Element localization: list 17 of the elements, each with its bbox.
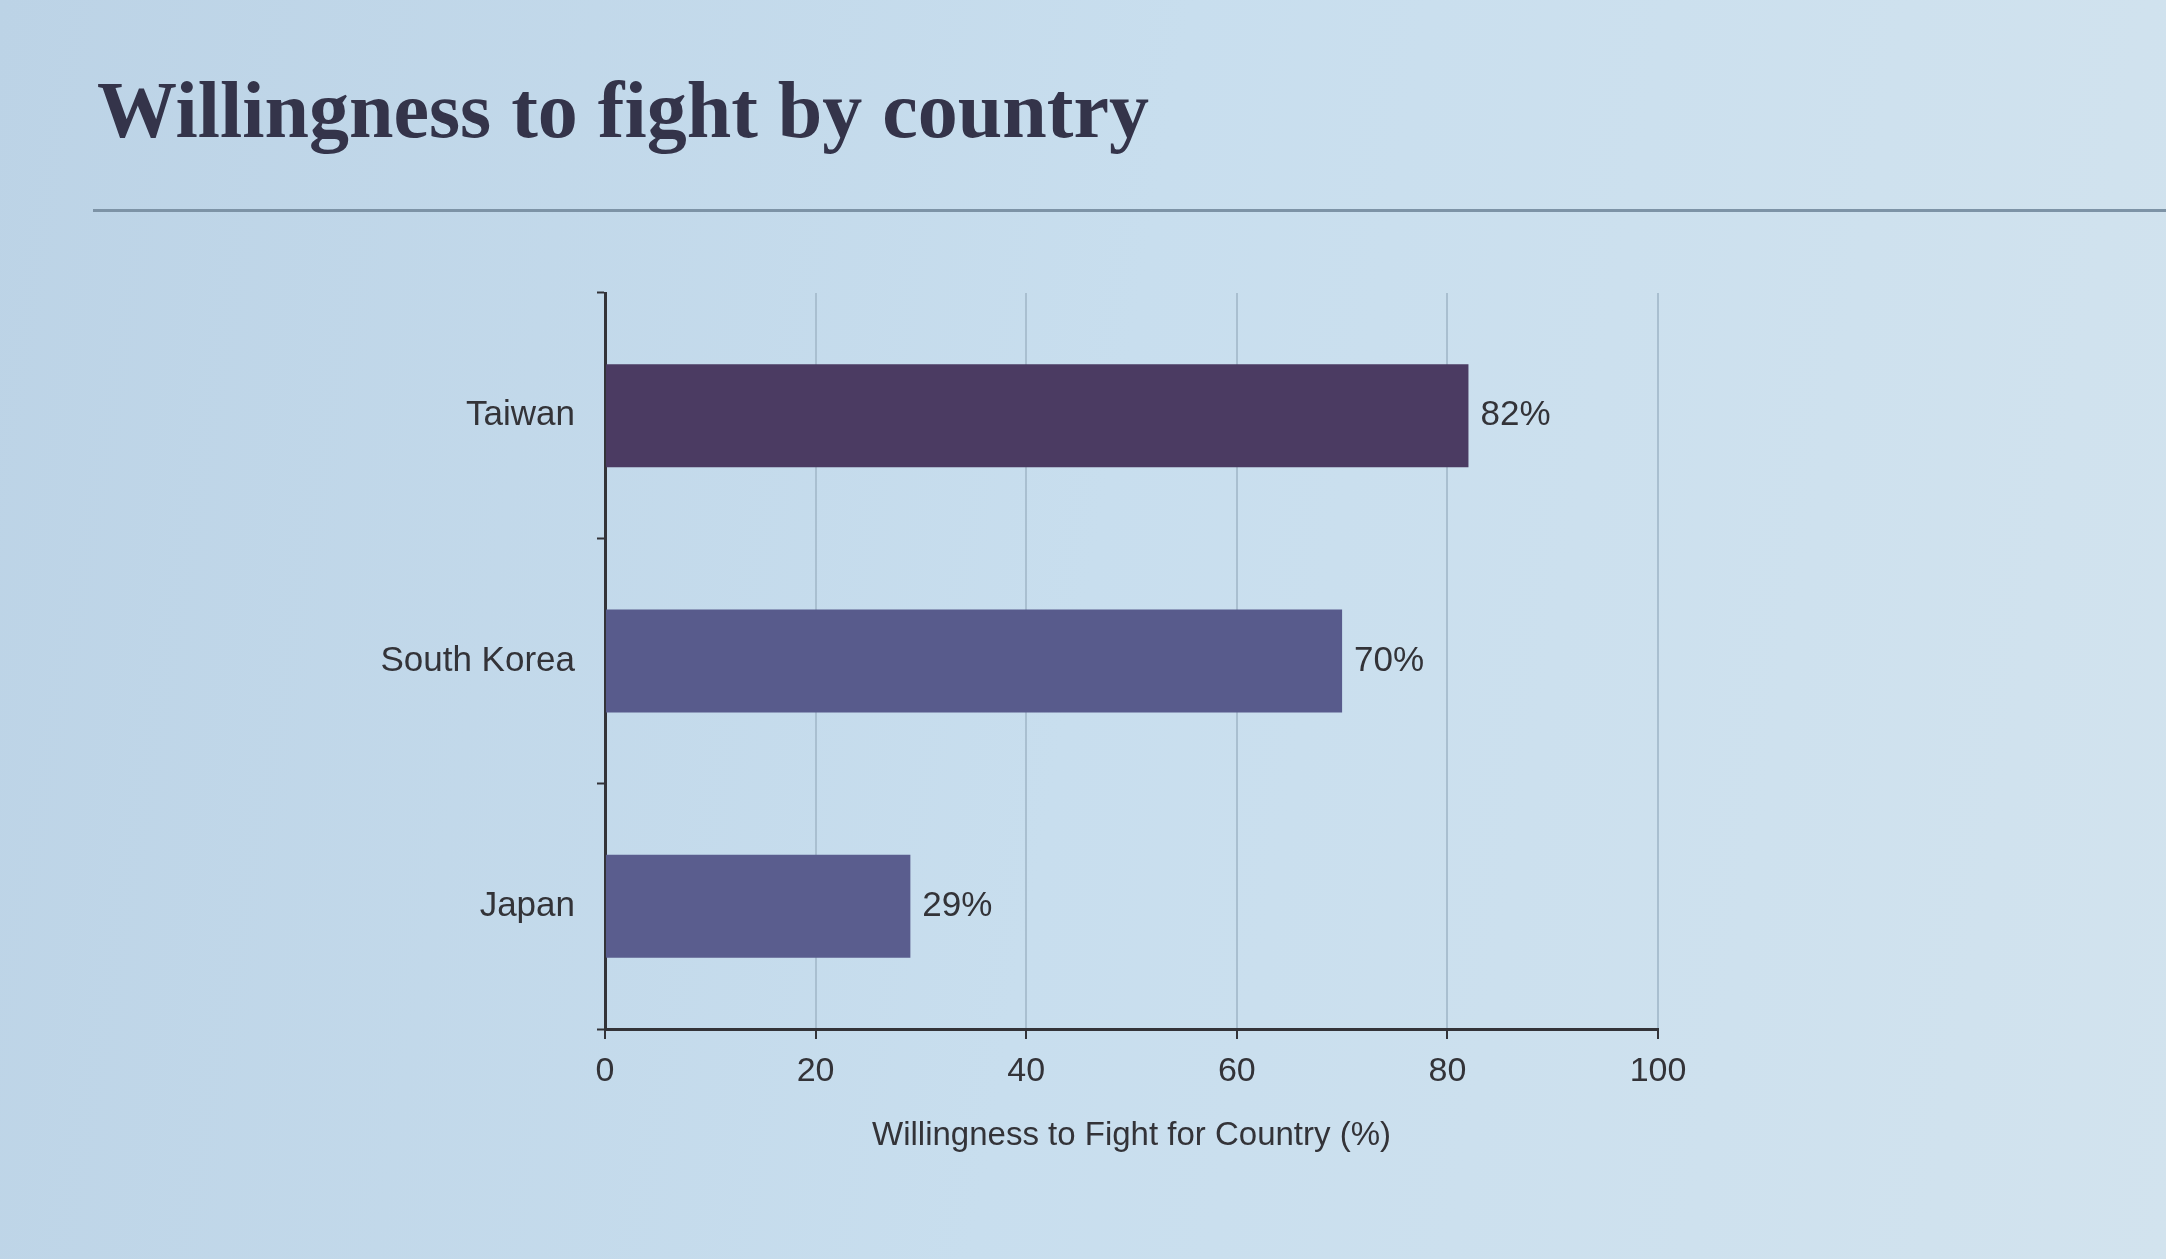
y-tick-label: Taiwan bbox=[466, 393, 575, 433]
bar bbox=[606, 609, 1343, 713]
data-label: 70% bbox=[1354, 638, 1425, 678]
x-tick-label: 100 bbox=[1629, 1049, 1687, 1088]
y-tick-label: South Korea bbox=[380, 638, 576, 678]
x-tick-label: 80 bbox=[1428, 1049, 1467, 1088]
x-axis-title: Willingness to Fight for Country (%) bbox=[872, 1115, 1391, 1153]
data-label: 82% bbox=[1480, 393, 1551, 433]
chart-title: Willingness to fight by country bbox=[97, 66, 1149, 154]
x-tick-label: 60 bbox=[1217, 1049, 1256, 1088]
x-tick-label: 40 bbox=[1007, 1049, 1046, 1088]
bar bbox=[606, 854, 911, 958]
y-tick-label: Japan bbox=[479, 883, 575, 923]
data-label: 29% bbox=[922, 883, 993, 923]
x-tick-label: 0 bbox=[595, 1049, 615, 1088]
bar bbox=[606, 364, 1469, 468]
x-tick-label: 20 bbox=[796, 1049, 835, 1088]
